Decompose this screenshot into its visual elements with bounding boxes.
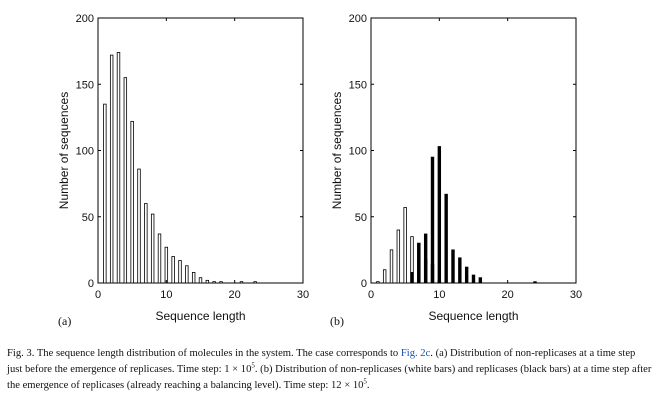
xtick-label-b-0: 0 [368,289,374,301]
caption-text-3: . (b) Distribution of non-replicases (wh… [7,364,652,391]
bar-b-s1-12 [451,249,455,284]
caption-text-2: . (a) Distribution of non-replicases at … [7,348,636,375]
figure-caption: Fig. 3. The sequence length distribution… [7,346,653,394]
bar-a-s0-10 [164,246,169,284]
bar-b-s1-10 [437,146,442,284]
panel-b-letter: (b) [330,314,344,328]
ytick-label-a-150: 150 [76,79,94,91]
bar-a-s0-15 [198,277,203,284]
bar-a-s0-16 [205,279,210,284]
x-axis-label-a: Sequence length [155,309,245,323]
ytick-label-b-200: 200 [349,13,367,25]
bar-b-s1-24 [533,281,537,284]
bar-b-s1-16 [478,277,483,284]
bar-b-s0-5 [403,207,407,284]
bar-a-s0-18 [219,281,223,284]
xtick-label-b-20: 20 [502,289,514,301]
caption-exponent-2: 5 [363,377,367,386]
bar-b-s1-14 [464,266,469,284]
ytick-label-a-0: 0 [88,278,94,290]
bar-a-s0-3 [116,52,121,284]
bar-b-s1-13 [458,257,462,284]
caption-text-4: . [366,380,370,391]
bar-a-s0-7 [144,203,148,284]
xtick-label-b-10: 10 [433,289,445,301]
bar-a-s0-13 [185,265,189,284]
caption-text-1: Fig. 3. The sequence length distribution… [7,348,401,359]
y-axis-label-b: Number of sequences [330,92,344,209]
y-axis-label-a: Number of sequences [57,92,71,209]
bar-a-s0-4 [123,77,128,284]
bar-b-s0-2 [382,269,387,284]
xtick-label-a-30: 30 [297,289,309,301]
bar-a-s0-17 [212,281,216,284]
bar-b-s1-7 [417,242,421,284]
bar-a-s0-23 [253,281,257,284]
bar-a-s0-14 [191,271,196,284]
xtick-label-b-30: 30 [570,289,582,301]
bar-b-s1-11 [444,193,448,284]
bar-b-s0-4 [396,229,401,284]
bar-a-s0-5 [130,120,134,284]
caption-figure-link[interactable]: Fig. 2c [400,348,431,359]
plot-frame-a [97,17,304,284]
bar-a-s0-2 [109,54,114,284]
plot-frame-b [370,17,577,284]
caption-exponent-1: 5 [251,361,255,370]
x-axis-label-b: Sequence length [428,309,518,323]
xtick-label-a-0: 0 [95,289,101,301]
ytick-label-a-100: 100 [76,146,94,158]
bar-b-s1-6 [410,271,414,284]
ytick-label-b-150: 150 [349,79,367,91]
bar-a-s0-1 [103,103,107,284]
bar-b-s0-1 [376,281,380,284]
panel-b: (b) 0 50 100 150 200 0 10 20 30 Sequence length Nu… [330,13,582,328]
panel-a-letter: (a) [58,314,71,328]
ytick-label-a-200: 200 [76,13,94,25]
bar-a-s0-21 [239,281,244,284]
bar-a-s0-9 [157,233,162,284]
bar-b-s1-8 [423,233,428,284]
bar-a-s0-11 [171,256,175,284]
bar-b-s0-3 [389,249,394,284]
ytick-label-a-50: 50 [82,212,94,224]
bar-b-s1-15 [471,274,476,284]
panel-a: (a) 0 50 100 150 200 0 10 20 30 Sequence length Nu… [57,13,309,328]
bar-a-s0-6 [137,168,141,284]
bar-a-s0-8 [150,213,155,284]
xtick-label-a-20: 20 [229,289,241,301]
ytick-label-b-100: 100 [349,146,367,158]
bar-a-s0-12 [178,260,182,284]
bar-b-s1-9 [430,156,435,284]
xtick-label-a-10: 10 [160,289,172,301]
ytick-label-b-50: 50 [355,212,367,224]
ytick-label-b-0: 0 [361,278,367,290]
